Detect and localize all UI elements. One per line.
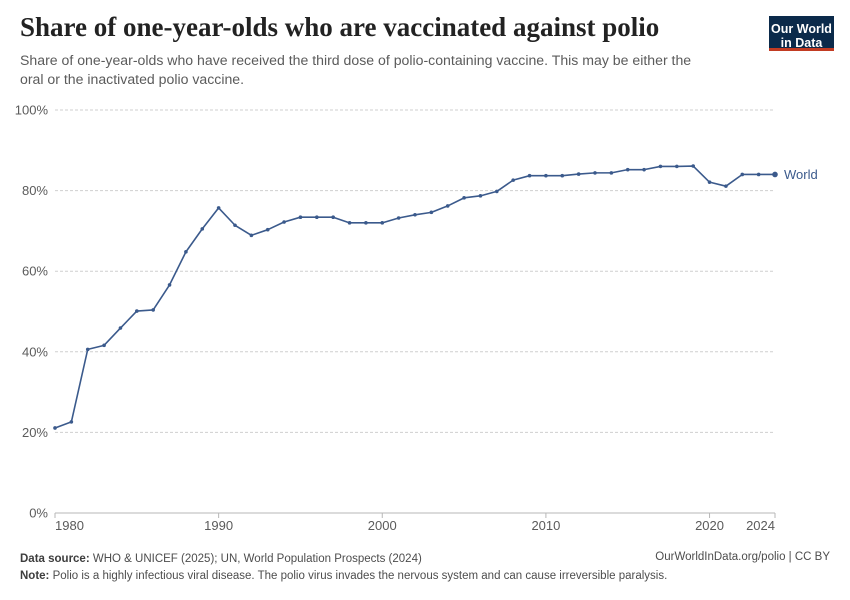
svg-text:20%: 20% [22,425,48,440]
svg-text:World: World [784,167,818,182]
svg-text:0%: 0% [29,506,48,521]
svg-text:2010: 2010 [531,518,560,533]
svg-text:100%: 100% [15,103,49,118]
svg-text:60%: 60% [22,264,48,279]
svg-text:40%: 40% [22,344,48,359]
svg-text:80%: 80% [22,183,48,198]
svg-text:2000: 2000 [368,518,397,533]
svg-text:1990: 1990 [204,518,233,533]
svg-text:2020: 2020 [695,518,724,533]
svg-text:1980: 1980 [55,518,84,533]
svg-text:2024: 2024 [746,518,775,533]
